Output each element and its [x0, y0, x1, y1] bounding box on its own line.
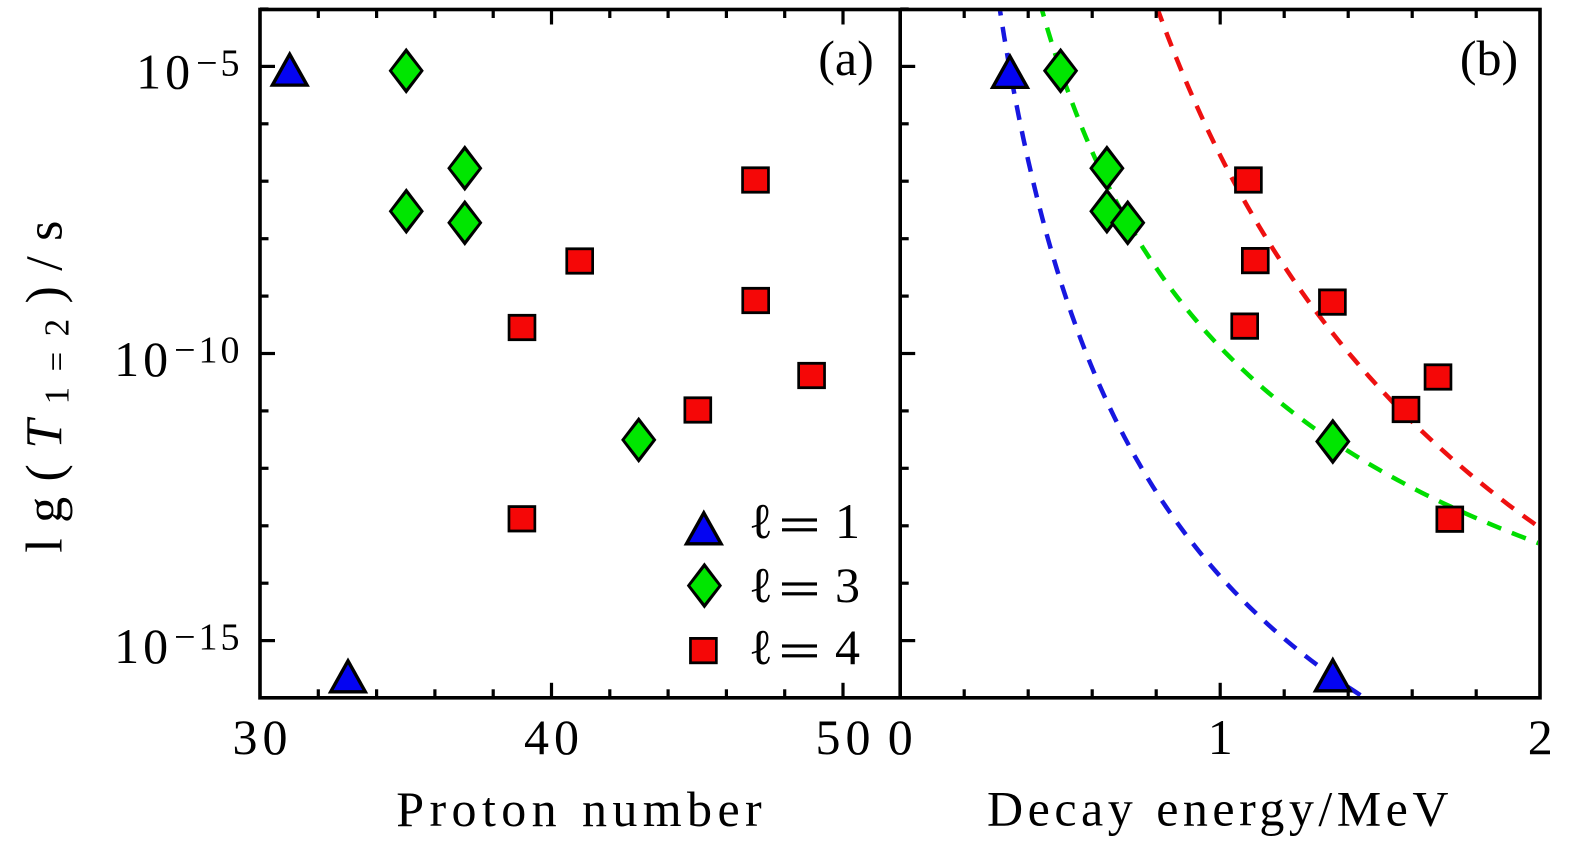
svg-text:ℓ: ℓ	[749, 619, 773, 675]
svg-text:40: 40	[524, 709, 584, 765]
svg-text:(a): (a)	[818, 30, 874, 86]
svg-text:ℓ: ℓ	[749, 557, 773, 613]
svg-text:lg(T1=2)/s: lg(T1=2)/s	[17, 205, 77, 552]
svg-text:1: 1	[835, 493, 860, 549]
svg-text:50: 50	[816, 709, 876, 765]
svg-text:30: 30	[233, 709, 293, 765]
svg-text:(b): (b)	[1460, 30, 1518, 86]
svg-text:10−15: 10−15	[114, 617, 242, 674]
svg-text:4: 4	[835, 619, 860, 675]
svg-text:ℓ: ℓ	[749, 493, 773, 549]
svg-text:10−10: 10−10	[114, 329, 242, 386]
svg-text:2: 2	[1528, 709, 1553, 765]
svg-text:3: 3	[835, 557, 860, 613]
svg-text:10−5: 10−5	[136, 42, 242, 99]
svg-text:0: 0	[888, 709, 913, 765]
svg-text:Proton number: Proton number	[396, 781, 767, 837]
svg-text:1: 1	[1208, 709, 1233, 765]
svg-text:Decay energy/MeV: Decay energy/MeV	[987, 781, 1453, 837]
